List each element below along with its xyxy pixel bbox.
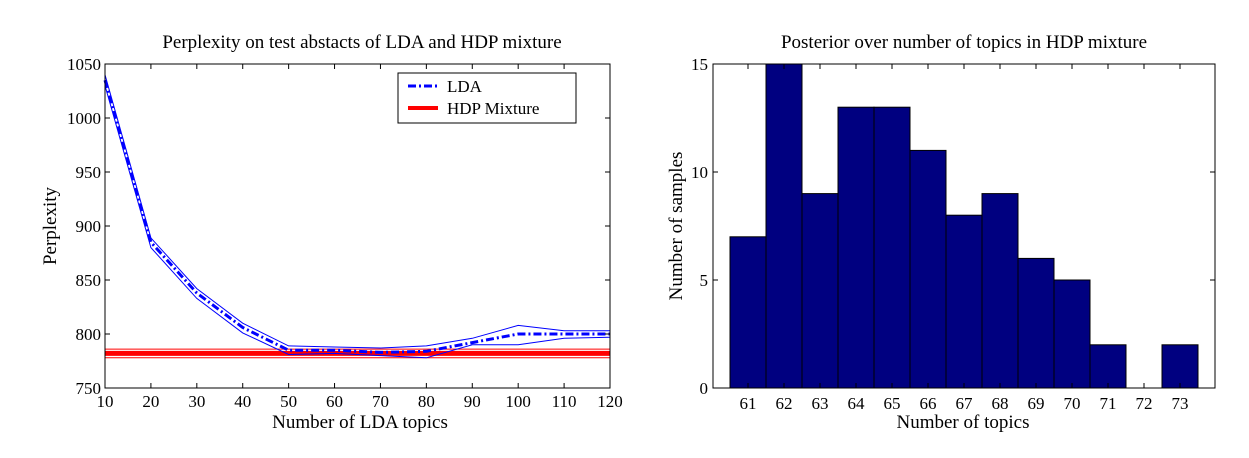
bar-67 (945, 214, 983, 389)
y-tick-label: 950 (76, 163, 102, 182)
x-tick-label: 65 (884, 394, 901, 413)
x-tick-label: 120 (597, 392, 623, 411)
bars (729, 63, 1199, 389)
y-axis-label: Number of samples (666, 152, 687, 301)
x-tick-label: 20 (142, 392, 159, 411)
x-tick-label: 71 (1100, 394, 1117, 413)
bar-63 (801, 193, 839, 389)
y-tick-label: 800 (76, 325, 102, 344)
y-axis-label: Perplexity (40, 186, 61, 265)
bar-69 (1017, 257, 1055, 389)
y-axis-ticks: 750 800 850 900 950 1000 1050 (67, 55, 610, 398)
x-tick-label: 100 (505, 392, 531, 411)
legend: LDA HDP Mixture (397, 72, 577, 124)
x-tick-label: 66 (920, 394, 937, 413)
x-tick-label: 10 (97, 392, 114, 411)
y-tick-label: 850 (76, 271, 102, 290)
x-tick-label: 73 (1172, 394, 1189, 413)
legend-box (397, 72, 577, 124)
x-tick-label: 69 (1028, 394, 1045, 413)
x-tick-label: 61 (740, 394, 757, 413)
x-axis-label: Number of topics (897, 412, 1030, 433)
x-axis-label: Number of LDA topics (272, 412, 448, 433)
y-tick-label: 0 (700, 379, 709, 398)
x-tick-label: 63 (812, 394, 829, 413)
y-tick-label: 15 (691, 55, 708, 74)
x-tick-label: 67 (956, 394, 974, 413)
x-tick-label: 72 (1136, 394, 1153, 413)
x-tick-label: 40 (234, 392, 251, 411)
plot-area (103, 74, 611, 359)
series-lda-upper (104, 74, 610, 349)
legend-label-hdp-mixture: HDP Mixture (447, 99, 539, 118)
y-tick-label: 5 (700, 271, 709, 290)
bar-73 (1161, 344, 1199, 389)
x-tick-label: 90 (464, 392, 481, 411)
series-lda-lower (104, 85, 611, 359)
perplexity-chart: Perplexity on test abstacts of LDA and H… (40, 32, 623, 433)
bar-62 (765, 63, 803, 389)
y-axis-ticks: 0 5 10 15 (691, 55, 1215, 398)
y-tick-label: 1000 (67, 109, 101, 128)
x-axis-ticks: 10 20 30 40 50 60 70 80 90 100 110 120 (97, 64, 623, 411)
y-tick-label: 10 (691, 163, 708, 182)
x-tick-label: 60 (326, 392, 343, 411)
x-tick-label: 64 (848, 394, 866, 413)
bar-61 (729, 236, 767, 389)
y-tick-label: 750 (76, 379, 102, 398)
chart-title: Posterior over number of topics in HDP m… (781, 32, 1147, 53)
bar-68 (981, 193, 1019, 389)
x-tick-label: 110 (552, 392, 577, 411)
x-tick-label: 68 (992, 394, 1009, 413)
bar-64 (837, 106, 875, 389)
x-tick-label: 70 (372, 392, 389, 411)
x-tick-label: 80 (418, 392, 435, 411)
x-tick-label: 30 (188, 392, 205, 411)
chart-title: Perplexity on test abstacts of LDA and H… (162, 32, 561, 53)
bar-71 (1089, 344, 1127, 389)
y-tick-label: 1050 (67, 55, 101, 74)
x-tick-label: 62 (776, 394, 793, 413)
bar-70 (1053, 279, 1091, 389)
legend-label-lda: LDA (447, 77, 483, 96)
y-tick-label: 900 (76, 217, 102, 236)
bar-66 (909, 149, 947, 389)
x-tick-label: 50 (280, 392, 297, 411)
bar-65 (873, 106, 911, 389)
series-lda-line (103, 79, 610, 354)
x-axis-ticks: 61 62 63 64 65 66 67 68 69 70 71 72 73 (740, 64, 1189, 413)
x-tick-label: 70 (1064, 394, 1081, 413)
topics-histogram-chart: Posterior over number of topics in HDP m… (666, 32, 1216, 433)
